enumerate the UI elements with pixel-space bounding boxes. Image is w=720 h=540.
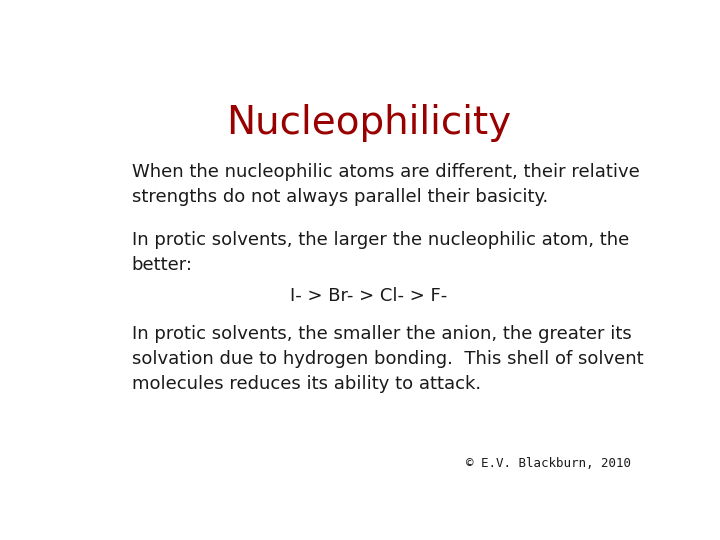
Text: In protic solvents, the larger the nucleophilic atom, the
better:: In protic solvents, the larger the nucle… [132, 231, 629, 274]
Text: I- > Br- > Cl- > F-: I- > Br- > Cl- > F- [290, 287, 448, 305]
Text: When the nucleophilic atoms are different, their relative
strengths do not alway: When the nucleophilic atoms are differen… [132, 163, 639, 206]
Text: In protic solvents, the smaller the anion, the greater its
solvation due to hydr: In protic solvents, the smaller the anio… [132, 325, 644, 393]
Text: Nucleophilicity: Nucleophilicity [226, 104, 512, 143]
Text: © E.V. Blackburn, 2010: © E.V. Blackburn, 2010 [467, 457, 631, 470]
